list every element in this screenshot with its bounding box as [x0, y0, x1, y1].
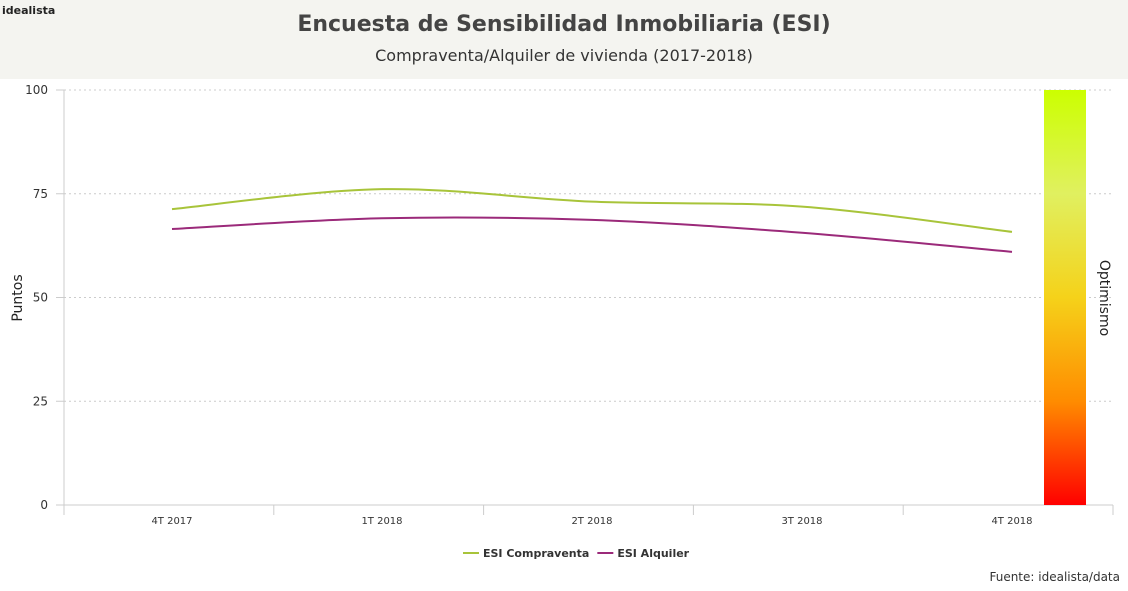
- x-tick-label: 4T 2017: [151, 516, 192, 527]
- x-tick-label: 4T 2018: [991, 516, 1032, 527]
- source-note: Fuente: idealista/data: [989, 570, 1120, 584]
- x-tick-label: 3T 2018: [781, 516, 822, 527]
- chart-subtitle: Compraventa/Alquiler de vivienda (2017-2…: [375, 46, 753, 65]
- y-tick-label: 0: [40, 498, 48, 512]
- x-tick-label: 2T 2018: [571, 516, 612, 527]
- optimism-colorbar: [1044, 90, 1086, 505]
- idealista-logo: idealista: [2, 4, 56, 17]
- header: idealista Encuesta de Sensibilidad Inmob…: [0, 0, 1128, 79]
- y-tick-label: 25: [33, 394, 48, 408]
- y-tick-label: 50: [33, 291, 48, 305]
- y-axis-label: Puntos: [10, 274, 26, 321]
- colorbar-label: Optimismo: [1096, 260, 1112, 336]
- series-line-esi-alquiler: [171, 216, 1013, 253]
- y-tick-label: 75: [33, 187, 48, 201]
- series-line-esi-compraventa: [171, 188, 1013, 233]
- y-tick-label: 100: [25, 83, 48, 97]
- legend-item: ESI Compraventa: [483, 547, 589, 560]
- chart-title: Encuesta de Sensibilidad Inmobiliaria (E…: [297, 12, 831, 37]
- legend-item: ESI Alquiler: [617, 547, 689, 560]
- x-tick-label: 1T 2018: [361, 516, 402, 527]
